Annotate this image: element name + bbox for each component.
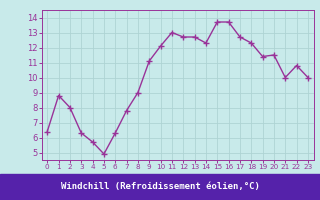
Text: Windchill (Refroidissement éolien,°C): Windchill (Refroidissement éolien,°C): [60, 182, 260, 192]
